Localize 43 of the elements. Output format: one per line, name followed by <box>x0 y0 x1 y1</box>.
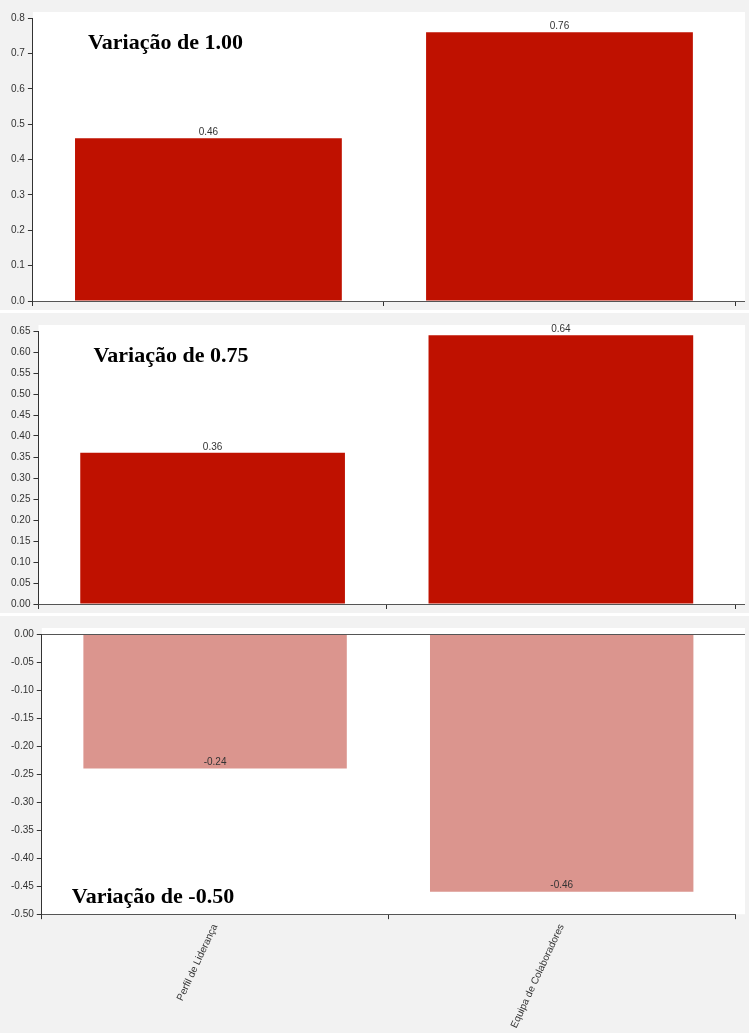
text: Variação de 0.75 <box>93 341 249 367</box>
y-tick-label: 0.35 <box>10 450 31 462</box>
y-tick-label: 0.15 <box>10 534 31 546</box>
y-tick-label: 0.55 <box>10 366 31 378</box>
y-tick-label: 0.10 <box>10 555 31 567</box>
y-tick-label: 0.5 <box>11 117 26 129</box>
y-tick-label: -0.50 <box>11 907 35 919</box>
y-tick-label: 0.1 <box>11 259 26 271</box>
y-tick-label: -0.05 <box>11 655 35 667</box>
y-tick-label: -0.45 <box>11 879 35 891</box>
y-tick-label: 0.25 <box>10 492 31 504</box>
y-tick-label: 0.4 <box>11 153 26 165</box>
data-label: 0.46 <box>198 126 219 138</box>
y-tick-label: 0.00 <box>14 627 35 639</box>
y-tick-label: 0.60 <box>10 345 31 357</box>
y-tick-label: -0.15 <box>11 711 35 723</box>
y-tick-label: -0.40 <box>11 851 35 863</box>
y-tick-label: 0.20 <box>10 513 31 525</box>
text: Variação de -0.50 <box>71 882 235 908</box>
y-tick-label: -0.10 <box>11 683 35 695</box>
y-tick-label: 0.65 <box>10 324 31 336</box>
y-tick-label: 0.0 <box>11 294 26 306</box>
data-label: 0.76 <box>549 19 570 31</box>
y-tick-label: -0.35 <box>11 823 35 835</box>
data-label: -0.46 <box>550 879 574 891</box>
y-tick-label: -0.25 <box>11 767 35 779</box>
y-tick-label: 0.2 <box>11 224 26 235</box>
y-tick-label: -0.20 <box>11 739 35 751</box>
y-tick-label: 0.05 <box>10 576 31 588</box>
data-label: 0.36 <box>202 440 223 452</box>
y-tick-label: 0.50 <box>10 387 31 399</box>
y-tick-label: 0.40 <box>10 429 31 441</box>
data-label: 0.64 <box>551 322 572 334</box>
y-tick-label: 0.7 <box>11 47 26 59</box>
y-tick-label: 0.45 <box>10 408 31 420</box>
y-tick-label: -0.30 <box>11 795 35 807</box>
data-label: -0.24 <box>203 756 227 768</box>
text: Variação de 1.00 <box>87 28 243 54</box>
y-tick-label: 0.30 <box>10 471 31 483</box>
y-tick-label: 0.8 <box>11 11 26 23</box>
y-tick-label: 0.00 <box>10 597 31 609</box>
y-tick-label: 0.3 <box>11 188 26 200</box>
y-tick-label: 0.6 <box>11 82 26 94</box>
